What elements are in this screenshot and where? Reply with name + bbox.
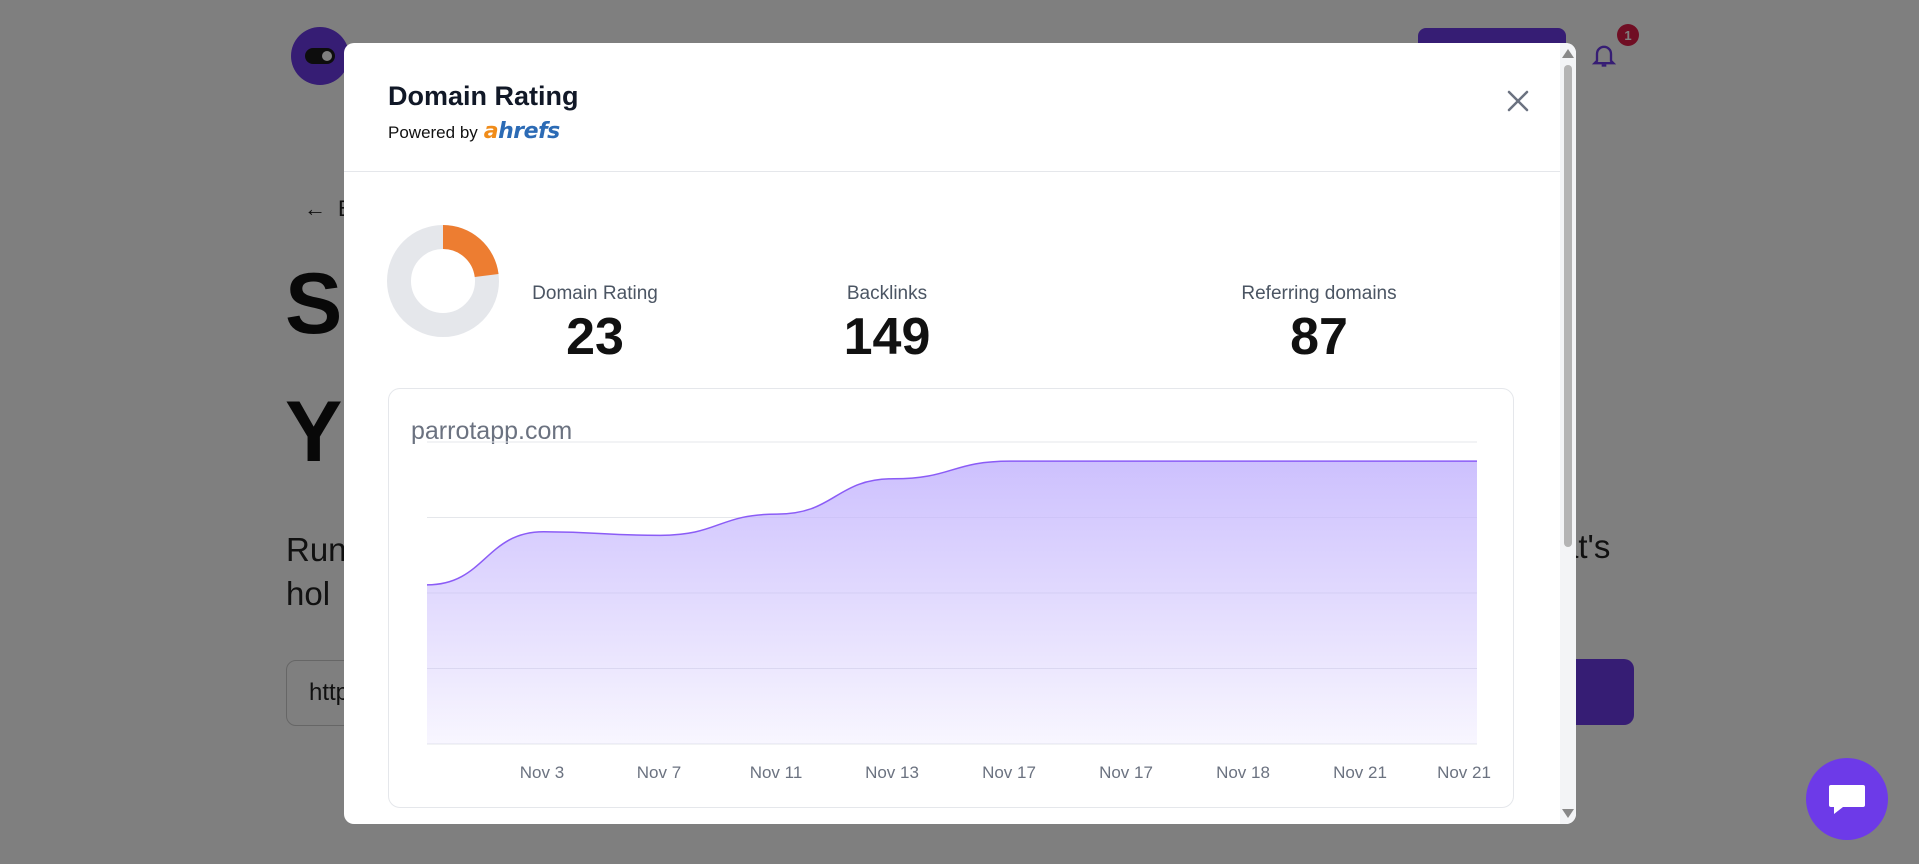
modal-header: Domain Rating Powered by ahrefs bbox=[344, 43, 1560, 172]
chart-data-point[interactable] bbox=[541, 529, 547, 535]
stat-referring-domains-label: Referring domains bbox=[1241, 283, 1397, 304]
modal-title: Domain Rating bbox=[388, 81, 579, 111]
domain-rating-modal: Domain Rating Powered by ahrefs Domain R… bbox=[344, 43, 1576, 824]
stat-domain-rating-label: Domain Rating bbox=[532, 283, 658, 304]
scroll-up-arrow-icon[interactable] bbox=[1562, 49, 1574, 58]
chart-x-tick-label: Nov 3 bbox=[520, 763, 564, 782]
chart-data-point[interactable] bbox=[891, 476, 897, 482]
chart-x-tick-label: Nov 7 bbox=[637, 763, 681, 782]
powered-by-label: Powered by bbox=[388, 123, 478, 142]
stat-domain-rating: Domain Rating 23 bbox=[520, 283, 670, 367]
close-icon[interactable] bbox=[1500, 83, 1536, 119]
chat-button[interactable] bbox=[1806, 758, 1888, 840]
chart-data-point[interactable] bbox=[1124, 458, 1130, 464]
domain-rating-donut bbox=[387, 225, 499, 337]
stat-backlinks: Backlinks 149 bbox=[812, 283, 962, 367]
stat-backlinks-label: Backlinks bbox=[846, 283, 928, 304]
chart-data-point[interactable] bbox=[1357, 458, 1363, 464]
chart-x-tick-label: Nov 21 bbox=[1333, 763, 1387, 782]
stat-referring-domains-value: 87 bbox=[1290, 308, 1348, 366]
chart-x-tick-label: Nov 21 bbox=[1437, 763, 1491, 782]
chart-x-tick-label: Nov 17 bbox=[982, 763, 1036, 782]
chart-x-tick-label: Nov 18 bbox=[1216, 763, 1270, 782]
chart-data-point[interactable] bbox=[1007, 458, 1013, 464]
chart-data-point[interactable] bbox=[424, 582, 430, 588]
modal-scrollbar[interactable] bbox=[1560, 43, 1576, 824]
chat-icon bbox=[1829, 785, 1865, 814]
chart-x-tick-label: Nov 11 bbox=[750, 763, 803, 782]
domain-rating-chart: Nov 3 Nov 7 Nov 11 Nov 13 Nov 17 Nov 17 Nov 18… bbox=[424, 441, 1491, 782]
scroll-down-arrow-icon[interactable] bbox=[1562, 809, 1574, 818]
chart-x-tick-label: Nov 17 bbox=[1099, 763, 1153, 782]
chart-data-point[interactable] bbox=[774, 511, 780, 517]
chart-x-tick-label: Nov 13 bbox=[865, 763, 919, 782]
chart-data-point[interactable] bbox=[1474, 458, 1480, 464]
powered-by: Powered by ahrefs bbox=[388, 119, 560, 144]
domain-rating-chart-card: parrotapp.com Nov 3 Nov 7 Nov 11 Nov 13 Nov … bbox=[388, 388, 1514, 808]
stat-referring-domains: Referring domains 87 bbox=[1224, 283, 1414, 367]
scroll-thumb[interactable] bbox=[1564, 65, 1572, 547]
chart-area-fill bbox=[427, 461, 1477, 744]
chart-data-point[interactable] bbox=[1241, 458, 1247, 464]
stat-domain-rating-value: 23 bbox=[566, 308, 624, 366]
chart-title: parrotapp.com bbox=[411, 417, 573, 445]
chart-series-line bbox=[426, 460, 1477, 586]
stat-backlinks-value: 149 bbox=[843, 308, 931, 366]
donut-value-arc bbox=[442, 225, 499, 278]
stats-row: Domain Rating 23 Backlinks 149 Referring… bbox=[344, 203, 1560, 366]
chart-data-point[interactable] bbox=[657, 532, 663, 538]
ahrefs-logo: ahrefs bbox=[483, 119, 560, 144]
